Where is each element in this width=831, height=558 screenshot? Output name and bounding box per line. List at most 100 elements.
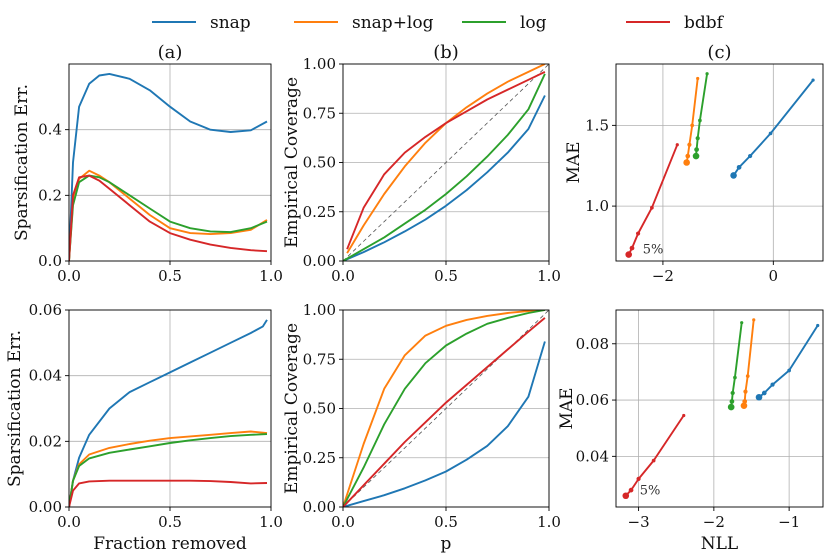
point-snap bbox=[768, 131, 773, 136]
series-line-log bbox=[343, 310, 546, 507]
x-tick-label: 0.0 bbox=[331, 513, 355, 531]
y-tick-label: 0.00 bbox=[303, 498, 336, 516]
point-snap-log bbox=[743, 389, 748, 394]
panel-title: (a) bbox=[158, 42, 183, 63]
x-tick-label: −2 bbox=[652, 267, 674, 285]
series-group bbox=[69, 72, 268, 261]
series-line-snap bbox=[69, 72, 268, 261]
point-log bbox=[729, 399, 735, 404]
y-tick-label: 0.50 bbox=[303, 154, 336, 172]
annotation-5-percent: 5% bbox=[643, 243, 664, 258]
y-axis-label: MAE bbox=[564, 141, 584, 183]
point-snap bbox=[787, 368, 791, 373]
panel-a-top: 0.0 0.5 1.0 0.0 0.2 0.4 (a) Sparsification Err. bbox=[12, 42, 283, 285]
series-line-bdbf bbox=[627, 144, 679, 255]
series-line-snap bbox=[69, 319, 268, 507]
y-axis-label: Sparsification Err. bbox=[12, 84, 32, 241]
y-tick-label: 0.2 bbox=[38, 186, 62, 204]
point-snap bbox=[811, 78, 815, 82]
x-tick-label: 0.0 bbox=[331, 267, 355, 285]
point-snap-log bbox=[745, 374, 750, 378]
x-tick-label: 0.5 bbox=[158, 267, 182, 285]
series-line-log bbox=[69, 174, 268, 261]
x-tick-label: 0 bbox=[769, 267, 779, 285]
point-snap bbox=[761, 390, 767, 396]
y-tick-label: 0.00 bbox=[29, 498, 62, 516]
point-bdbf bbox=[675, 143, 679, 147]
panel-b-top: 0.0 0.5 1.0 0.00 0.25 0.50 0.75 1.00 (b) Empirica… bbox=[282, 42, 561, 285]
y-tick-label: 1.0 bbox=[585, 197, 609, 215]
x-tick-label: 0.5 bbox=[434, 513, 458, 531]
series-line-snap-log bbox=[343, 310, 545, 507]
point-snap-log bbox=[690, 123, 695, 128]
point-snap bbox=[736, 164, 742, 170]
diagonal-reference-line bbox=[342, 309, 550, 508]
point-log bbox=[698, 118, 702, 123]
point-snap bbox=[816, 323, 820, 328]
diagonal-reference-line bbox=[342, 63, 550, 262]
legend-label-snap-log: snap+log bbox=[352, 13, 434, 33]
series-line-snap-log bbox=[69, 169, 268, 261]
y-tick-label: 1.00 bbox=[303, 55, 336, 73]
panel-b-bottom: 0.0 0.5 1.0 0.00 0.25 0.50 0.75 1.00 p Empirical … bbox=[282, 301, 561, 554]
point-bdbf bbox=[622, 492, 630, 500]
x-tick-label: 1.0 bbox=[537, 267, 561, 285]
point-log bbox=[705, 72, 709, 76]
point-snap bbox=[730, 172, 737, 179]
point-bdbf bbox=[650, 205, 654, 210]
series-line-snap bbox=[343, 95, 546, 261]
y-tick-label: 0.08 bbox=[576, 335, 609, 353]
y-axis-label: Empirical Coverage bbox=[282, 77, 302, 248]
point-log bbox=[730, 390, 735, 396]
series-line-bdbf bbox=[69, 174, 268, 261]
series-group bbox=[343, 310, 546, 507]
y-tick-label: 1.5 bbox=[585, 116, 609, 134]
series-line-bdbf bbox=[69, 479, 268, 507]
point-bdbf bbox=[682, 413, 686, 418]
y-tick-label: 0.06 bbox=[29, 301, 62, 319]
y-tick-label: 0.25 bbox=[303, 203, 336, 221]
series-line-snap bbox=[343, 341, 546, 507]
y-axis-label: Sparsification Err. bbox=[5, 330, 25, 487]
y-tick-label: 0.75 bbox=[303, 350, 336, 368]
point-log bbox=[727, 403, 735, 411]
x-axis-label: p bbox=[441, 534, 452, 554]
point-log bbox=[694, 147, 699, 152]
series-line-snap-log bbox=[69, 430, 268, 507]
point-snap-log bbox=[752, 318, 756, 322]
point-snap-log bbox=[685, 153, 691, 159]
point-log bbox=[695, 136, 700, 141]
x-tick-label: 1.0 bbox=[537, 513, 561, 531]
axes-frame bbox=[615, 63, 824, 262]
series-group bbox=[625, 72, 815, 258]
series-line-bdbf bbox=[343, 317, 546, 507]
y-tick-label: 0.00 bbox=[303, 252, 336, 270]
x-tick-label: 0.0 bbox=[57, 267, 81, 285]
point-snap-log bbox=[687, 142, 692, 147]
annotation-5-percent: 5% bbox=[640, 484, 661, 499]
panel-a-bottom: 0.0 0.5 1.0 0.00 0.02 0.04 0.06 Fraction remove… bbox=[5, 301, 283, 554]
y-tick-label: 0.04 bbox=[576, 447, 609, 465]
axes-frame bbox=[615, 309, 824, 508]
series-group bbox=[343, 64, 546, 261]
y-tick-label: 1.00 bbox=[303, 301, 336, 319]
series-group bbox=[622, 318, 820, 500]
point-bdbf bbox=[629, 245, 635, 251]
panels: 0.0 0.5 1.0 0.0 0.2 0.4 (a) Sparsification Err.… bbox=[5, 42, 824, 554]
legend-label-bdbf: bdbf bbox=[684, 13, 725, 33]
x-axis-label: Fraction removed bbox=[93, 534, 247, 554]
point-snap bbox=[755, 393, 763, 401]
y-tick-label: 0.04 bbox=[29, 367, 62, 385]
y-tick-label: 0.4 bbox=[38, 121, 62, 139]
point-log bbox=[733, 375, 737, 380]
x-tick-label: −1 bbox=[778, 513, 800, 531]
y-tick-label: 0.06 bbox=[576, 391, 609, 409]
point-log bbox=[740, 321, 744, 325]
point-snap-log bbox=[696, 76, 700, 81]
x-tick-label: 0.0 bbox=[57, 513, 81, 531]
point-snap bbox=[748, 153, 753, 159]
x-tick-label: 0.5 bbox=[158, 513, 182, 531]
panel-c-bottom: −3 −2 −1 0.04 0.06 0.08 NLL MAE 5% bbox=[557, 309, 824, 554]
point-bdbf bbox=[651, 458, 656, 463]
